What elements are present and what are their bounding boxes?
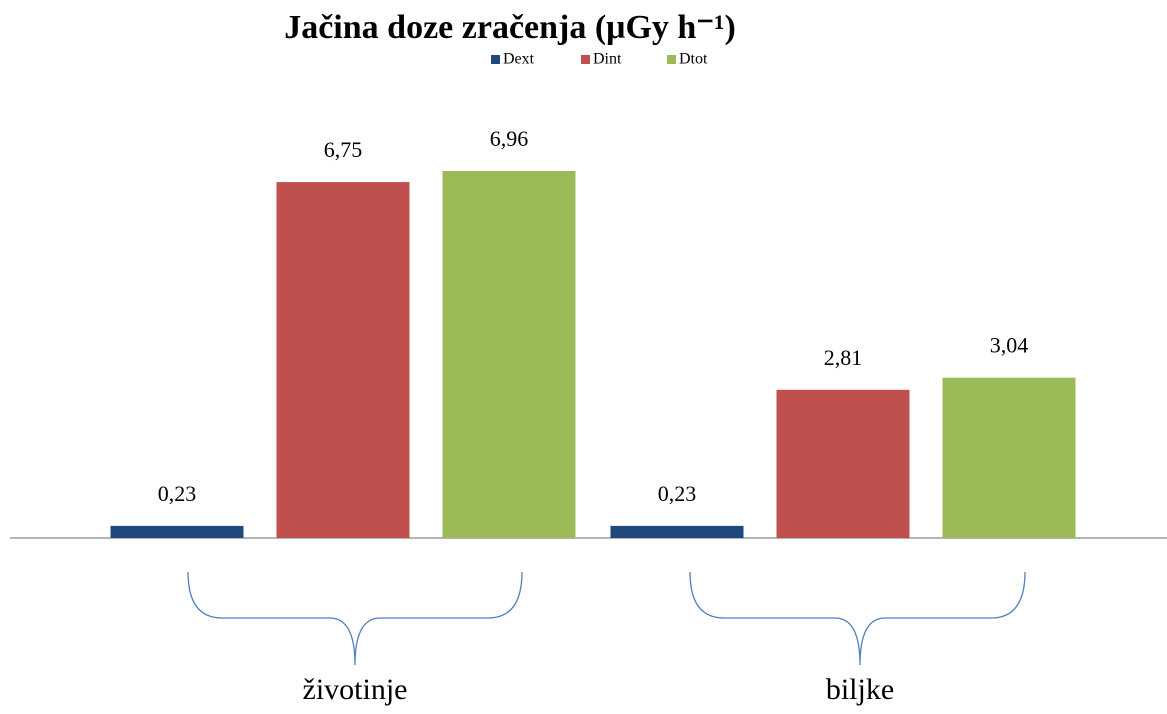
value-label: 0,23 bbox=[158, 481, 197, 506]
brace bbox=[187, 571, 523, 666]
legend-label: Dtot bbox=[679, 51, 708, 68]
brace bbox=[689, 571, 1026, 666]
legend-label: Dint bbox=[593, 51, 622, 68]
category-label: životinje bbox=[303, 673, 408, 706]
chart-title: Jačina doze zračenja (μGy h⁻¹) bbox=[284, 9, 736, 46]
bar bbox=[776, 389, 910, 538]
legend-swatch bbox=[491, 55, 500, 64]
bar bbox=[110, 525, 244, 538]
category-label: biljke bbox=[826, 673, 894, 706]
legend-label: Dext bbox=[503, 51, 535, 68]
value-label: 6,96 bbox=[490, 126, 529, 151]
legend-swatch bbox=[667, 55, 676, 64]
legend-swatch bbox=[581, 55, 590, 64]
value-label: 3,04 bbox=[990, 333, 1029, 358]
value-label: 6,75 bbox=[324, 137, 363, 162]
value-label: 2,81 bbox=[824, 345, 863, 370]
value-label: 0,23 bbox=[658, 481, 697, 506]
bar bbox=[442, 171, 576, 538]
bar bbox=[276, 182, 410, 538]
bar bbox=[610, 525, 744, 538]
bar bbox=[942, 377, 1076, 538]
